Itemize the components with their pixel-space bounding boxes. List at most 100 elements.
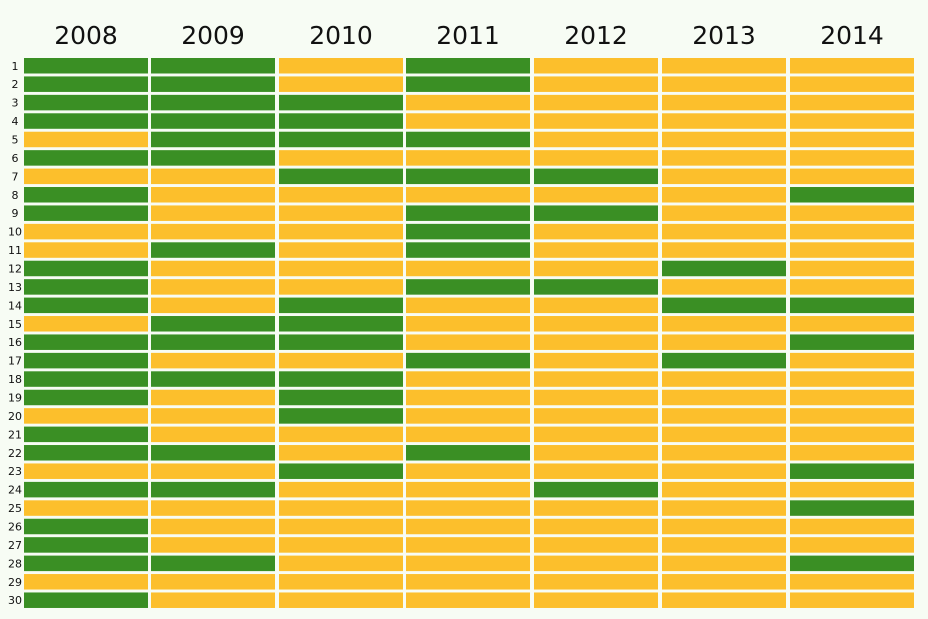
cell-2010-15 [279,316,403,332]
year-label-2010: 2010 [309,21,373,50]
cell-2014-15 [790,316,914,332]
cell-2011-27 [406,537,530,553]
cell-2014-18 [790,371,914,387]
row-label-8: 8 [12,189,19,202]
cell-2008-6 [24,150,148,166]
cell-2011-30 [406,592,530,608]
row-label-23: 23 [8,465,22,478]
cell-2010-19 [279,389,403,406]
cell-2009-1 [151,58,275,74]
cell-2014-24 [790,481,914,498]
row-label-1: 1 [12,60,19,73]
cell-2013-24 [662,481,786,498]
cell-2010-8 [279,187,403,203]
row-label-30: 30 [8,594,22,607]
cell-2014-8 [790,187,914,203]
cell-2014-10 [790,223,914,240]
cell-2011-18 [406,371,530,387]
cell-2009-5 [151,131,275,148]
year-label-2009: 2009 [181,21,245,50]
cell-2014-25 [790,500,914,516]
cell-2012-8 [534,187,658,203]
cell-2013-10 [662,223,786,240]
cell-2009-3 [151,94,275,111]
row-label-24: 24 [8,484,22,497]
cell-2008-18 [24,371,148,387]
cell-2011-11 [406,242,530,258]
cell-2013-2 [662,76,786,92]
cell-2008-8 [24,187,148,203]
cell-2014-13 [790,279,914,295]
cell-2014-6 [790,150,914,166]
cell-2009-15 [151,316,275,332]
cell-2011-25 [406,500,530,516]
cell-2008-14 [24,297,148,314]
cell-2014-19 [790,389,914,406]
cell-2014-28 [790,555,914,572]
cell-2013-27 [662,537,786,553]
cell-2011-20 [406,408,530,424]
cell-2013-23 [662,463,786,479]
cell-2014-7 [790,168,914,185]
cell-2010-27 [279,537,403,553]
cell-2010-17 [279,352,403,369]
cell-2010-11 [279,242,403,258]
cell-2012-16 [534,334,658,350]
cell-2010-4 [279,113,403,129]
row-label-14: 14 [8,299,22,312]
cell-2013-22 [662,445,786,461]
cell-2008-17 [24,352,148,369]
cell-2010-25 [279,500,403,516]
cell-2009-27 [151,537,275,553]
cell-2014-14 [790,297,914,314]
cell-2014-1 [790,58,914,74]
row-label-7: 7 [12,170,19,183]
cell-2008-12 [24,260,148,277]
cell-2012-15 [534,316,658,332]
cell-2010-10 [279,223,403,240]
cell-2014-21 [790,426,914,443]
cell-2013-21 [662,426,786,443]
cell-2010-7 [279,168,403,185]
cell-2009-24 [151,481,275,498]
cell-2010-21 [279,426,403,443]
cell-2008-30 [24,592,148,608]
cell-2011-24 [406,481,530,498]
cell-2008-9 [24,205,148,221]
cell-2009-10 [151,223,275,240]
cell-2008-13 [24,279,148,295]
cell-2014-23 [790,463,914,479]
cell-2009-20 [151,408,275,424]
cell-2014-22 [790,445,914,461]
row-label-21: 21 [8,428,22,441]
cell-2014-3 [790,94,914,111]
cell-2014-16 [790,334,914,350]
cell-2009-29 [151,574,275,590]
cell-2010-20 [279,408,403,424]
cell-2011-6 [406,150,530,166]
cell-2011-5 [406,131,530,148]
row-label-11: 11 [8,244,22,257]
year-label-2011: 2011 [436,21,500,50]
row-label-29: 29 [8,576,22,589]
cell-2009-8 [151,187,275,203]
cell-2010-29 [279,574,403,590]
cell-2013-30 [662,592,786,608]
cell-2014-27 [790,537,914,553]
cell-2008-11 [24,242,148,258]
cell-2011-7 [406,168,530,185]
cell-2009-28 [151,555,275,572]
cell-2013-20 [662,408,786,424]
cell-2013-6 [662,150,786,166]
cell-2012-21 [534,426,658,443]
cell-2008-21 [24,426,148,443]
cell-2008-29 [24,574,148,590]
cell-2008-3 [24,94,148,111]
cell-2014-20 [790,408,914,424]
cell-2011-10 [406,223,530,240]
cell-2014-11 [790,242,914,258]
cell-2008-4 [24,113,148,129]
cell-2013-15 [662,316,786,332]
row-label-12: 12 [8,262,22,275]
cell-2009-9 [151,205,275,221]
